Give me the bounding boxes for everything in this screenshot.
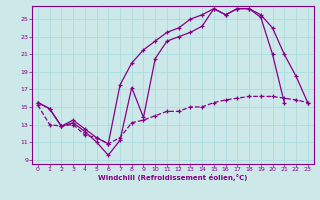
X-axis label: Windchill (Refroidissement éolien,°C): Windchill (Refroidissement éolien,°C) xyxy=(98,174,247,181)
